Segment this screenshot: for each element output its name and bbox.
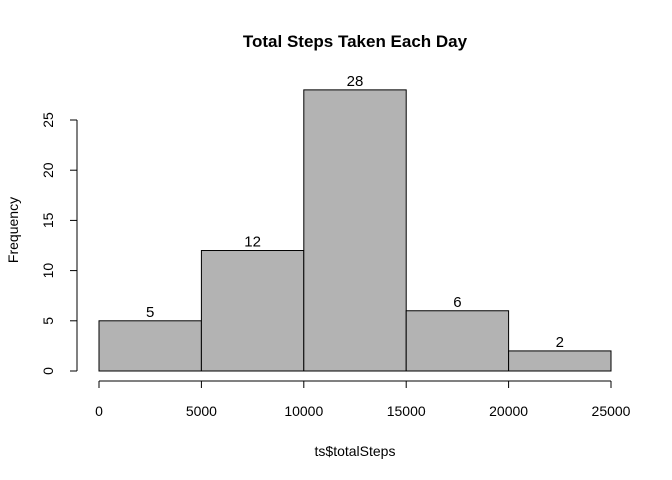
data-label-1: 12 [244, 234, 261, 251]
x-tick-label-3: 15000 [387, 403, 426, 419]
y-axis: 0 5 10 15 20 25 [40, 112, 78, 375]
bar-2 [303, 89, 407, 372]
bar-4 [508, 350, 612, 372]
y-tick-label-1: 5 [40, 317, 56, 325]
y-tick-label-2: 10 [40, 263, 56, 279]
x-axis: 0 5000 10000 15000 20000 25000 [95, 380, 631, 419]
x-tick-label-1: 5000 [186, 403, 217, 419]
x-tick-label-0: 0 [95, 403, 103, 419]
y-tick-label-4: 20 [40, 162, 56, 178]
bar-1 [200, 250, 305, 372]
data-label-2: 28 [347, 73, 364, 90]
x-tick-label-5: 25000 [592, 403, 631, 419]
data-label-4: 2 [556, 334, 564, 351]
data-label-0: 5 [146, 304, 154, 321]
y-tick-label-5: 25 [40, 112, 56, 128]
y-tick-label-3: 15 [40, 212, 56, 228]
x-tick-label-2: 10000 [284, 403, 323, 419]
x-tick-label-4: 20000 [489, 403, 528, 419]
data-labels-group: 5 12 28 6 2 [146, 73, 564, 351]
data-label-3: 6 [453, 294, 461, 311]
y-tick-label-0: 0 [40, 367, 56, 375]
bars-group [98, 89, 612, 372]
chart-title: Total Steps Taken Each Day [243, 32, 468, 51]
y-axis-label: Frequency [5, 197, 21, 263]
bar-3 [405, 310, 510, 372]
x-axis-label: ts$totalSteps [315, 443, 396, 459]
bar-0 [98, 320, 202, 372]
